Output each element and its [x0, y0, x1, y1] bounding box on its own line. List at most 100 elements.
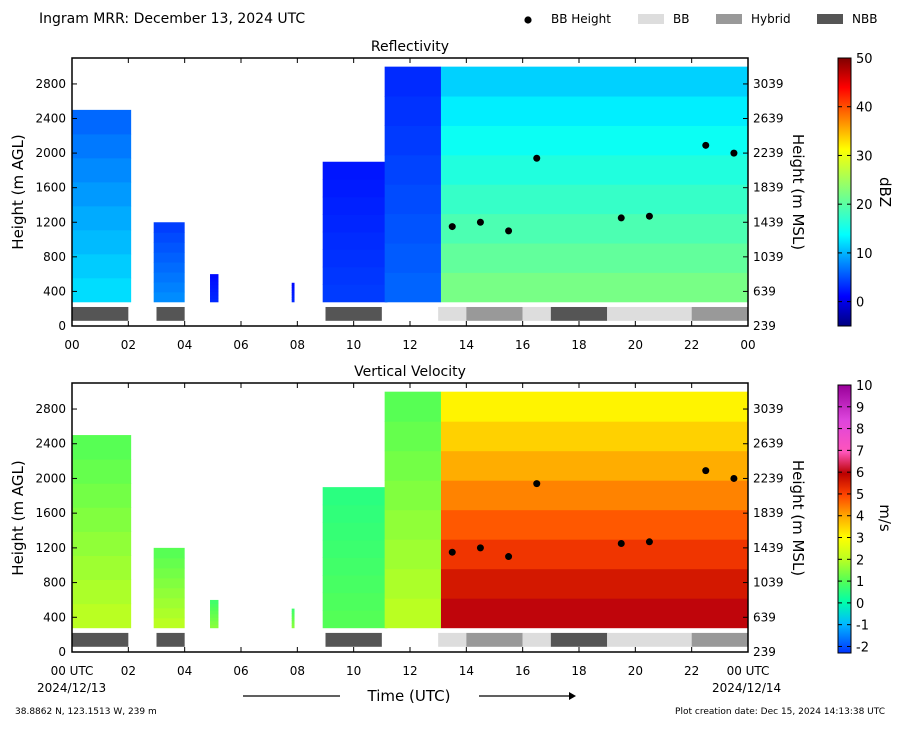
echo-cell [322, 522, 388, 541]
echo-cell [384, 184, 441, 215]
bb-height-point [730, 149, 738, 157]
y-axis-label-right: Height (m MSL) [789, 134, 807, 250]
echo-cell [210, 291, 219, 296]
x-axis-label: Time (UTC) [367, 687, 451, 705]
legend-label: Hybrid [751, 12, 791, 26]
echo-cell [440, 598, 748, 629]
y-tick-label-right: 2639 [753, 112, 784, 126]
echo-cell [440, 213, 748, 244]
echo-cell [291, 625, 295, 629]
x-tick-label: 06 [233, 338, 248, 352]
x-tick-label: 00 [64, 338, 79, 352]
y-tick-label-left: 1200 [35, 541, 66, 555]
echo-cell [153, 607, 185, 619]
colorbar-tick-label: 20 [856, 198, 873, 213]
bb-type-segment [325, 632, 382, 647]
bb-height-point [476, 218, 484, 226]
start-date: 2024/12/13 [37, 681, 106, 695]
echo-cell [322, 574, 388, 594]
echo-cell [384, 568, 441, 599]
x-tick-label: 04 [177, 338, 192, 352]
echo-cell [322, 214, 388, 233]
y-tick-label-left: 1600 [35, 181, 66, 195]
y-tick-label-left: 1200 [35, 215, 66, 229]
echo-cell [291, 297, 295, 300]
x-tick-label: 00 [740, 338, 755, 352]
echo-cell [153, 271, 185, 283]
echo-cell [384, 66, 441, 97]
colorbar-tick-label: 9 [856, 401, 864, 416]
echo-cell [210, 298, 219, 303]
echo-cell [153, 281, 185, 293]
bb-height-point [476, 544, 484, 552]
arrow-head-icon [569, 692, 576, 700]
bb-type-segment [691, 632, 748, 647]
echo-cell [291, 620, 295, 624]
bb-type-segment [72, 306, 129, 321]
end-date: 2024/12/14 [712, 681, 781, 695]
x-tick-label: 04 [177, 664, 192, 678]
y-tick-label-right: 1039 [753, 576, 784, 590]
y-tick-label-left: 2400 [35, 112, 66, 126]
echo-cell [72, 109, 132, 135]
colorbar-tick-label: 8 [856, 423, 864, 438]
echo-cell [72, 157, 132, 183]
echo-cell [291, 285, 295, 289]
echo-cell [322, 266, 388, 285]
panel-title: Reflectivity [371, 39, 449, 55]
colorbar-tick-label: -2 [856, 640, 869, 655]
legend-item: BB Height [524, 12, 611, 26]
legend: BB Height BB Hybrid NBB [524, 12, 877, 26]
y-tick-label-left: 800 [43, 576, 66, 590]
echo-cell [153, 557, 185, 569]
legend-label: BB [673, 12, 689, 26]
echo-cell [72, 229, 132, 255]
echo-cell [72, 531, 132, 556]
echo-cell [210, 610, 219, 615]
echo-cell [322, 539, 388, 558]
echo-cell [72, 133, 132, 159]
colorbar-tick-label: 5 [856, 488, 864, 503]
echo-cell [72, 459, 132, 484]
y-axis-label-right: Height (m MSL) [789, 460, 807, 576]
echo-cell [72, 579, 132, 605]
x-tick-label: 16 [515, 664, 530, 678]
bb-type-segment [550, 632, 608, 647]
bb-height-point [645, 212, 653, 220]
bb-height-point [702, 467, 710, 475]
echo-cell [291, 622, 295, 626]
colorbar-ticks: 0 10 20 30 40 50 [838, 52, 873, 311]
echo-cell [384, 598, 441, 629]
echo-cell [440, 96, 748, 126]
bb-type-segment [325, 306, 382, 321]
bb-height-point [702, 141, 710, 149]
echo-cell [72, 205, 132, 231]
y-tick-label-right: 2639 [753, 437, 784, 451]
echo-cell [384, 125, 441, 156]
echo-cell [322, 196, 388, 215]
y-tick-label-left: 400 [43, 610, 66, 624]
plot-area [72, 391, 748, 647]
echo-cell [291, 282, 295, 286]
bb-type-segment [72, 632, 129, 647]
x-tick-label: 12 [402, 664, 417, 678]
echo-cell [72, 507, 132, 532]
plot-area [72, 66, 748, 321]
y-tick-label-left: 2000 [35, 471, 66, 485]
legend-label: NBB [852, 12, 877, 26]
echo-cell [440, 450, 748, 481]
colorbar-tick-label: -1 [856, 619, 869, 634]
bb-height-point [617, 540, 625, 548]
x-tick-label: 16 [515, 338, 530, 352]
colorbar-ticks: -2 -1 0 1 2 3 4 5 6 7 8 9 10 [838, 379, 873, 655]
y-axis-label-left: Height (m AGL) [9, 460, 27, 575]
echo-cell [440, 243, 748, 273]
colorbar-label: m/s [876, 504, 894, 532]
echo-cell [72, 603, 132, 629]
echo-cell [291, 292, 295, 296]
echo-cell [440, 66, 748, 97]
y-tick-label-right: 639 [753, 284, 776, 298]
x-tick-label: 18 [571, 664, 586, 678]
